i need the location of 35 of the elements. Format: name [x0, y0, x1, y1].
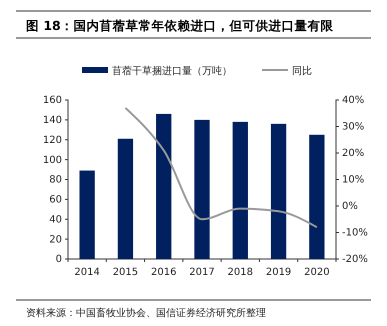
y2-tick-label: 20% [342, 148, 364, 160]
bar [232, 122, 248, 259]
text: 资料来源：中国畜牧业协会、国信证券经济研究所整理 [26, 307, 266, 319]
y-tick-label: 160 [42, 95, 62, 106]
x-tick-label: 2017 [189, 267, 215, 278]
y2-tick-label: -10% [342, 228, 368, 239]
y2-tick-label: 30% [342, 122, 364, 133]
bar [194, 120, 210, 259]
x-tick-label: 2018 [228, 267, 254, 278]
x-tick-label: 2020 [304, 267, 330, 278]
y-tick-label: 100 [42, 154, 62, 166]
bar [79, 170, 95, 259]
bar [270, 124, 286, 259]
x-tick-label: 2015 [112, 267, 138, 278]
y2-tick-label: -20% [342, 254, 368, 266]
bar [156, 114, 172, 259]
y-tick-label: 0 [56, 254, 62, 266]
y2-tick-label: 0% [342, 201, 358, 212]
chart-title: 图 18：国内苜蓿草常年依赖进口，但可供进口量有限 [26, 18, 335, 33]
y-tick-label: 40 [49, 214, 62, 226]
y2-tick-label: 10% [342, 174, 364, 186]
x-tick-label: 2014 [74, 267, 100, 278]
x-tick-label: 2016 [150, 267, 176, 278]
y-tick-label: 80 [49, 174, 62, 186]
x-tick-label: 2019 [266, 267, 292, 278]
y2-tick-label: 40% [342, 95, 364, 106]
bar [309, 134, 325, 259]
line-series [124, 106, 318, 228]
y-tick-label: 20 [49, 234, 62, 246]
y-tick-label: 120 [42, 134, 62, 146]
y-tick-label: 60 [49, 194, 62, 206]
y-tick-label: 140 [42, 115, 62, 126]
legend-label: 同比 [292, 65, 312, 77]
legend-label: 苜蓿干草捆进口量（万吨） [112, 65, 232, 77]
bar [118, 138, 134, 259]
